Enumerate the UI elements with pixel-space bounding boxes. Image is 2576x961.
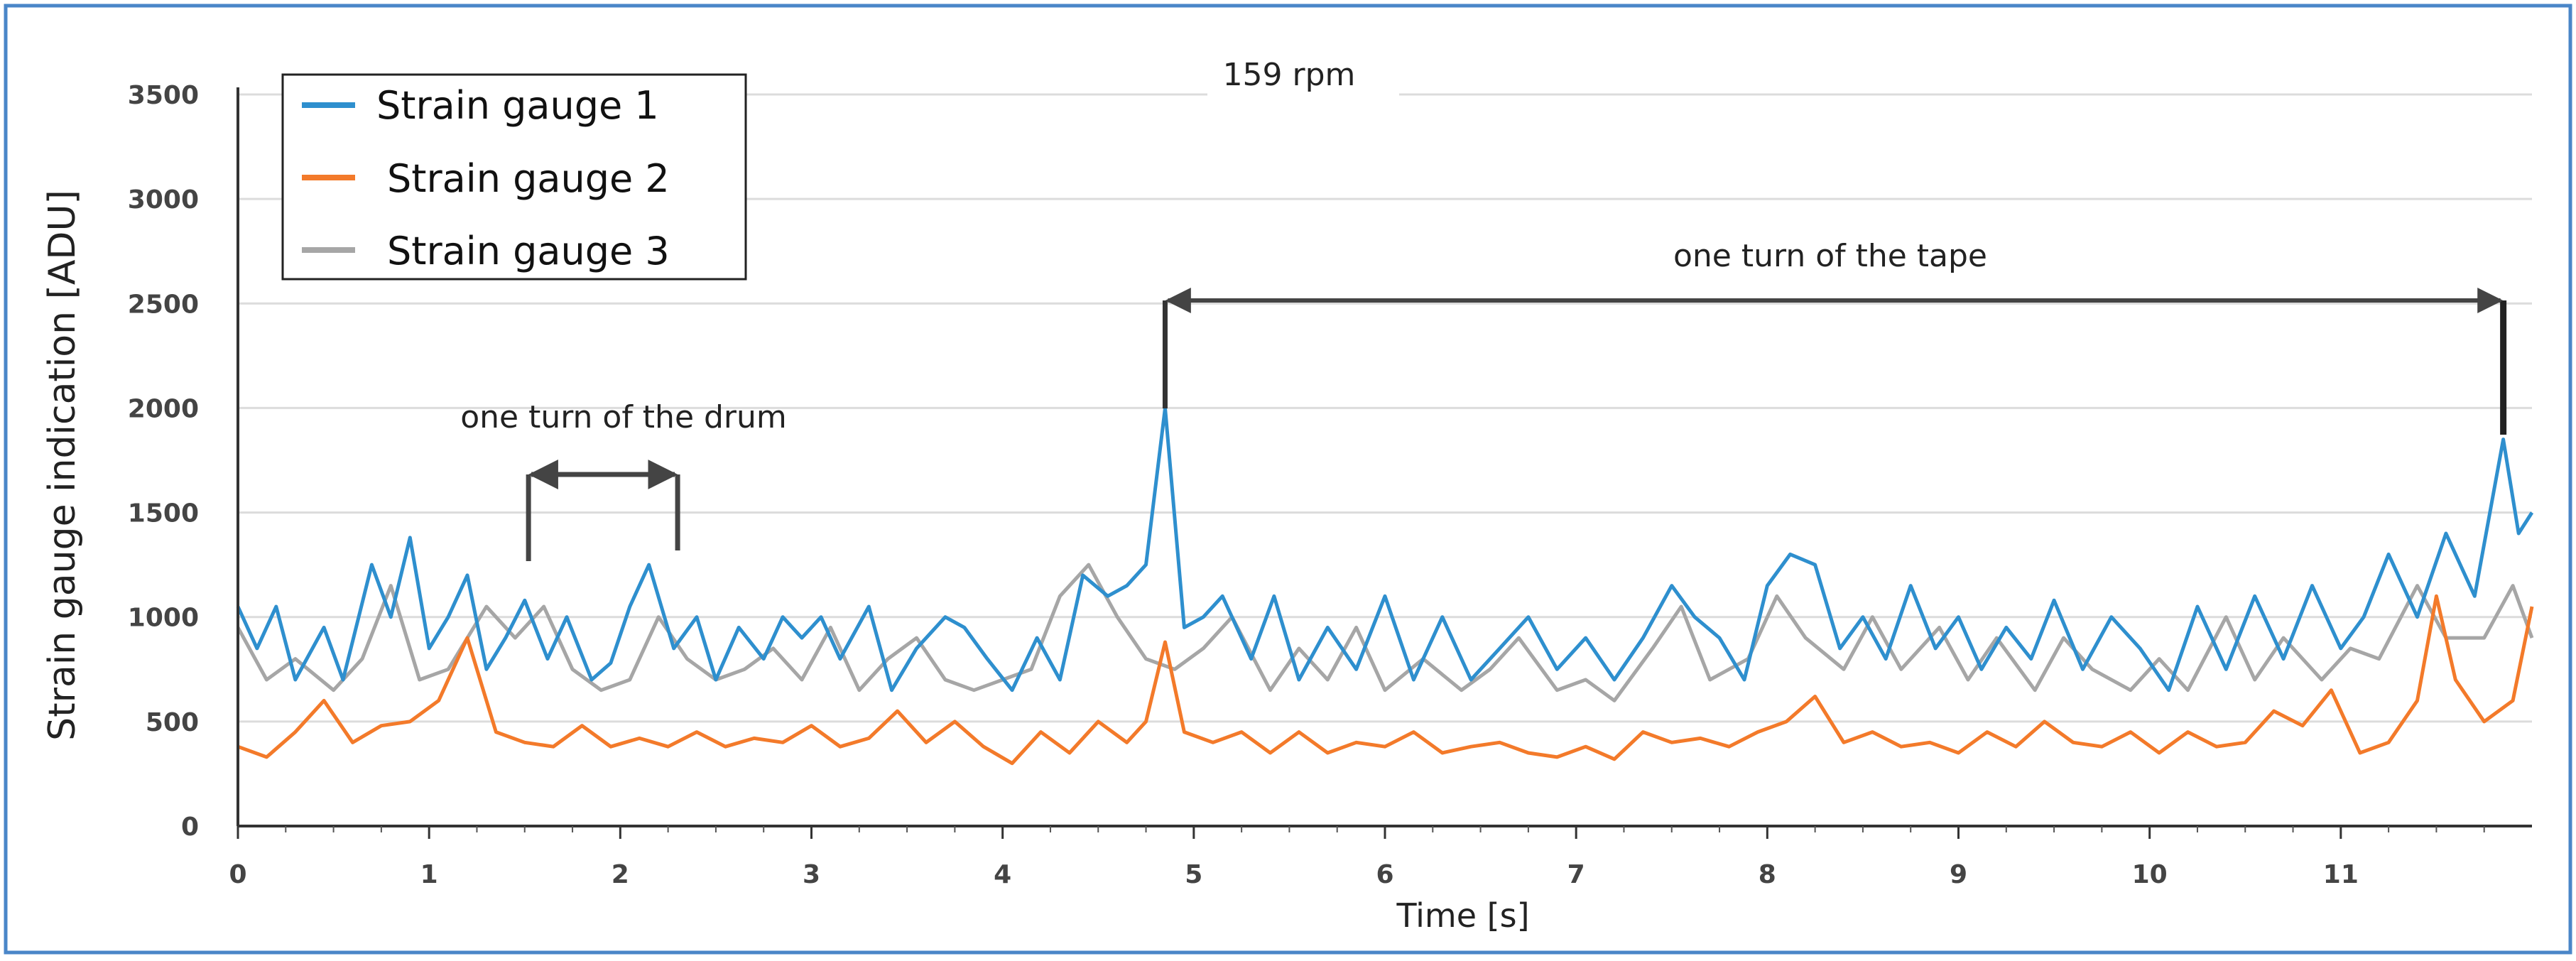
- x-axis-title: Time [s]: [1396, 896, 1529, 935]
- y-tick-label-1000: 1000: [128, 604, 199, 633]
- legend-box: [281, 73, 747, 281]
- x-tick-label-2: 2: [612, 860, 629, 889]
- series-line-1: [236, 406, 2534, 693]
- legend-label-1: Strain gauge 1: [376, 83, 659, 128]
- series-line-3: [236, 563, 2534, 702]
- y-tick-label-1500: 1500: [128, 499, 199, 528]
- legend: Strain gauge 1 Strain gauge 2 Strain gau…: [281, 73, 747, 281]
- x-tick-label-5: 5: [1185, 860, 1202, 889]
- x-tick-label-4: 4: [994, 860, 1011, 889]
- x-tick-label-1: 1: [420, 860, 438, 889]
- x-tick-label-9: 9: [1950, 860, 1967, 889]
- annotations: [526, 288, 2507, 561]
- x-tick-label-0: 0: [229, 860, 246, 889]
- tape-annotation-label: one turn of the tape: [1673, 238, 1987, 274]
- y-tick-label-2500: 2500: [128, 290, 199, 319]
- x-tick-label-10: 10: [2132, 860, 2168, 889]
- x-tick-label-6: 6: [1376, 860, 1393, 889]
- y-tick-label-0: 0: [181, 813, 199, 842]
- y-tick-label-3000: 3000: [128, 185, 199, 215]
- x-tick-label-8: 8: [1759, 860, 1776, 889]
- y-axis-title: Strain gauge indication [ADU]: [41, 190, 84, 741]
- y-tick-label-500: 500: [146, 708, 199, 737]
- chart-title: 159 rpm: [1223, 57, 1356, 93]
- title-background: [1207, 55, 1399, 98]
- series-group: [236, 406, 2534, 766]
- x-tick-label-3: 3: [803, 860, 820, 889]
- legend-label-3: Strain gauge 3: [387, 229, 670, 273]
- drum-annotation-label: one turn of the drum: [460, 399, 787, 435]
- tape-label-background: [1626, 234, 2024, 281]
- series-line-2: [237, 594, 2534, 766]
- x-tick-label-7: 7: [1567, 860, 1585, 889]
- x-tick-label-11: 11: [2323, 860, 2359, 889]
- y-tick-label-2000: 2000: [128, 394, 199, 423]
- y-tick-label-3500: 3500: [128, 81, 199, 110]
- legend-label-2: Strain gauge 2: [387, 156, 670, 201]
- axes: 0 500 1000 1500 2000 2500 3000 3500 0 1 2 3 4 5 6 7 8 9 10…: [128, 81, 2532, 889]
